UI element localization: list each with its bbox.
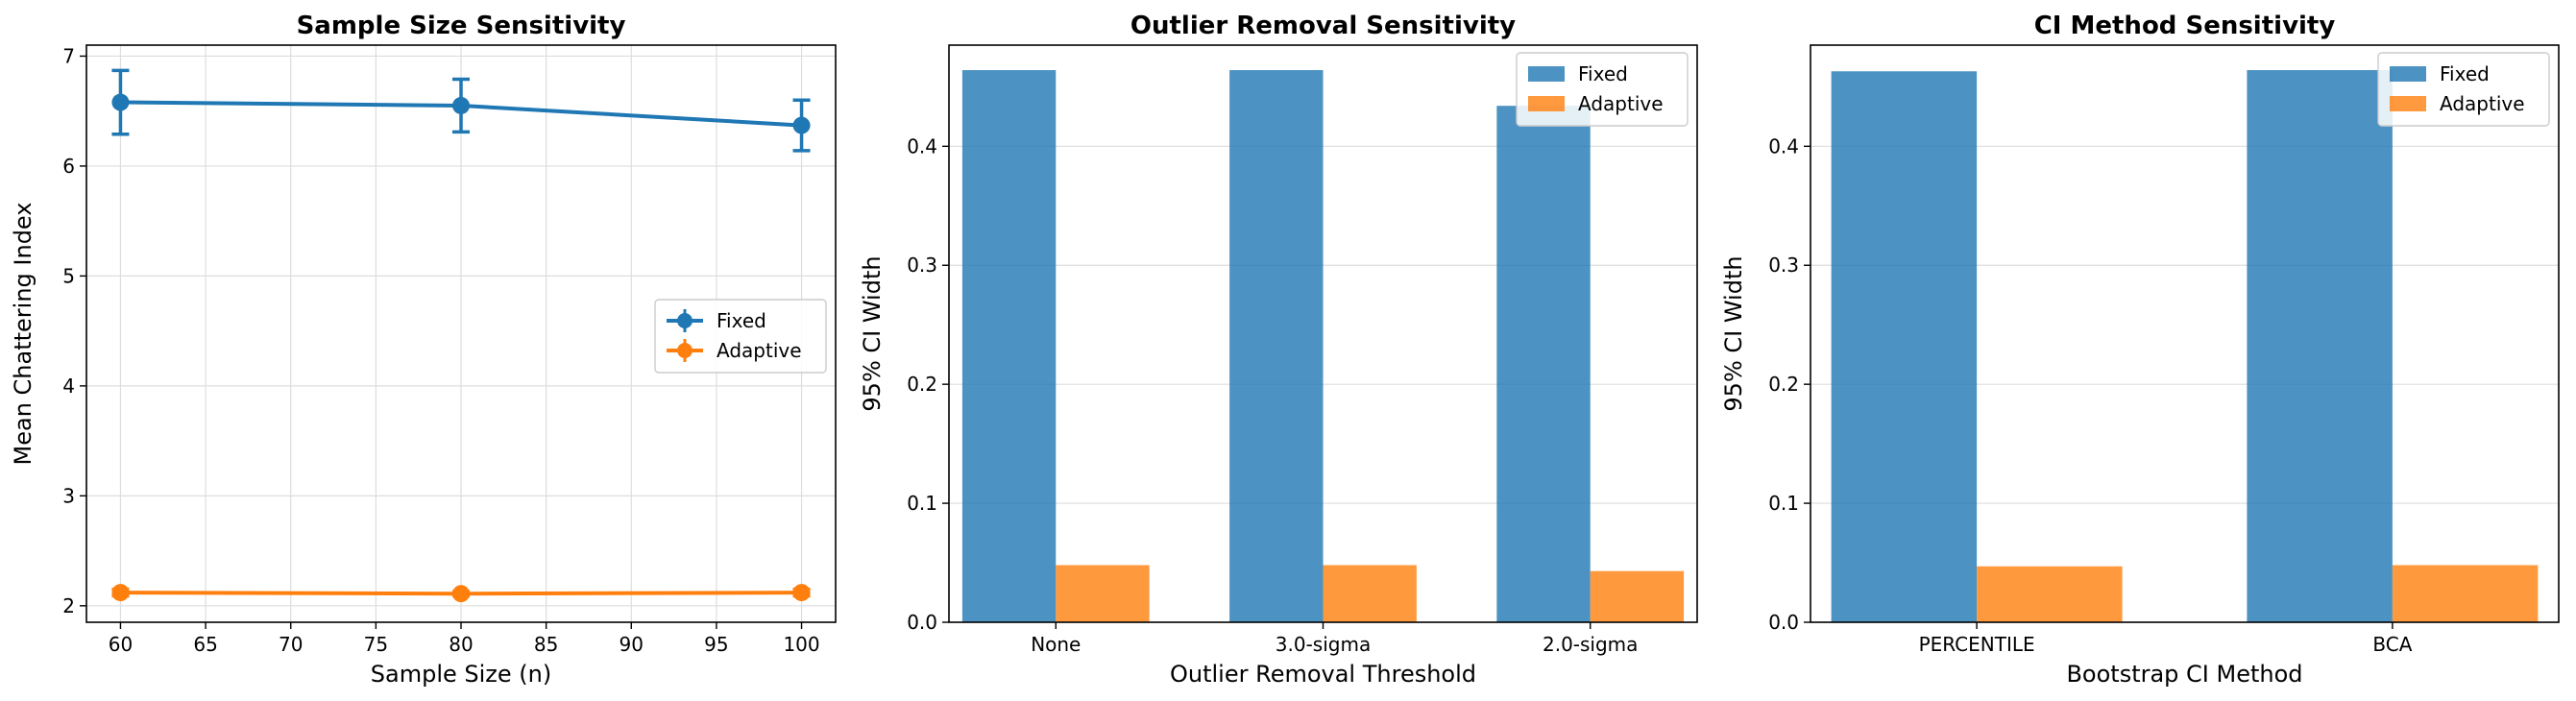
y-tick-label: 0.2 <box>1768 373 1799 396</box>
y-axis-label: Mean Chattering Index <box>10 203 36 466</box>
y-axis-label: 95% CI Width <box>1720 255 1747 411</box>
x-tick-label: 3.0-sigma <box>1276 633 1371 656</box>
legend-label-adaptive: Adaptive <box>1578 92 1664 115</box>
data-point-adaptive <box>111 584 130 602</box>
x-axis-label: Sample Size (n) <box>371 661 551 688</box>
x-tick-label: BCA <box>2372 633 2412 656</box>
legend-label-adaptive: Adaptive <box>717 339 802 362</box>
bar-fixed <box>1496 106 1591 622</box>
bar-adaptive <box>1590 570 1685 622</box>
bar-fixed <box>1831 71 1978 623</box>
chart-title: CI Method Sensitivity <box>2034 12 2336 40</box>
axes-frame <box>1810 44 2560 623</box>
bar-adaptive <box>1977 566 2123 622</box>
legend-label-fixed: Fixed <box>717 309 766 332</box>
legend-swatch-fixed <box>1528 66 1565 82</box>
y-tick-label: 0.3 <box>907 254 937 277</box>
legend-swatch-adaptive <box>2390 96 2426 111</box>
x-tick-label: 75 <box>364 633 388 656</box>
bar-fixed <box>1229 70 1324 622</box>
y-tick-label: 0.2 <box>907 373 937 396</box>
y-axis-label: 95% CI Width <box>859 255 886 411</box>
y-tick-label: 0.1 <box>1768 492 1799 515</box>
data-point-fixed <box>452 96 470 114</box>
legend-label-fixed: Fixed <box>1578 62 1628 85</box>
y-tick-label: 4 <box>62 375 75 398</box>
y-tick-label: 0.4 <box>907 134 937 157</box>
data-point-adaptive <box>452 585 470 603</box>
y-tick-label: 0.3 <box>1768 254 1799 277</box>
x-tick-label: 85 <box>534 633 558 656</box>
y-tick-label: 6 <box>62 155 75 178</box>
legend-box <box>654 299 827 374</box>
y-tick-label: 5 <box>62 264 75 287</box>
x-tick-label: 60 <box>109 633 133 656</box>
y-tick-label: 0.4 <box>1768 134 1799 157</box>
y-tick-label: 2 <box>62 594 75 617</box>
bar-adaptive <box>1323 565 1417 622</box>
y-tick-label: 0.0 <box>1768 611 1799 634</box>
data-point-fixed <box>111 93 130 111</box>
legend-swatch-fixed <box>2390 66 2426 82</box>
x-axis-label: Bootstrap CI Method <box>2066 661 2302 688</box>
bar-fixed <box>2247 70 2393 622</box>
x-tick-label: 95 <box>704 633 728 656</box>
x-tick-label: 70 <box>279 633 303 656</box>
legend-swatch-adaptive <box>1528 96 1565 111</box>
chart-title: Outlier Removal Sensitivity <box>1130 12 1516 40</box>
bar-fixed <box>961 70 1057 622</box>
x-tick-label: 100 <box>783 633 819 656</box>
x-tick-label: None <box>1031 633 1081 656</box>
data-point-adaptive <box>792 584 811 602</box>
data-point-fixed <box>792 116 811 134</box>
y-tick-label: 3 <box>62 484 75 507</box>
x-tick-label: 65 <box>193 633 217 656</box>
x-tick-label: 2.0-sigma <box>1543 633 1638 656</box>
legend-marker-fixed <box>677 313 693 328</box>
y-tick-label: 0.0 <box>907 611 937 634</box>
x-axis-label: Outlier Removal Threshold <box>1170 661 1476 688</box>
legend-label-adaptive: Adaptive <box>2440 92 2525 115</box>
legend-label-fixed: Fixed <box>2440 62 2490 85</box>
y-tick-label: 7 <box>62 44 75 67</box>
bar-adaptive <box>2392 565 2539 622</box>
x-tick-label: 90 <box>620 633 644 656</box>
bar-adaptive <box>1056 565 1150 622</box>
legend-marker-adaptive <box>677 343 693 358</box>
y-tick-label: 0.1 <box>907 492 937 515</box>
x-tick-label: PERCENTILE <box>1919 633 2035 656</box>
x-tick-label: 80 <box>449 633 473 656</box>
chart-title: Sample Size Sensitivity <box>297 12 626 40</box>
